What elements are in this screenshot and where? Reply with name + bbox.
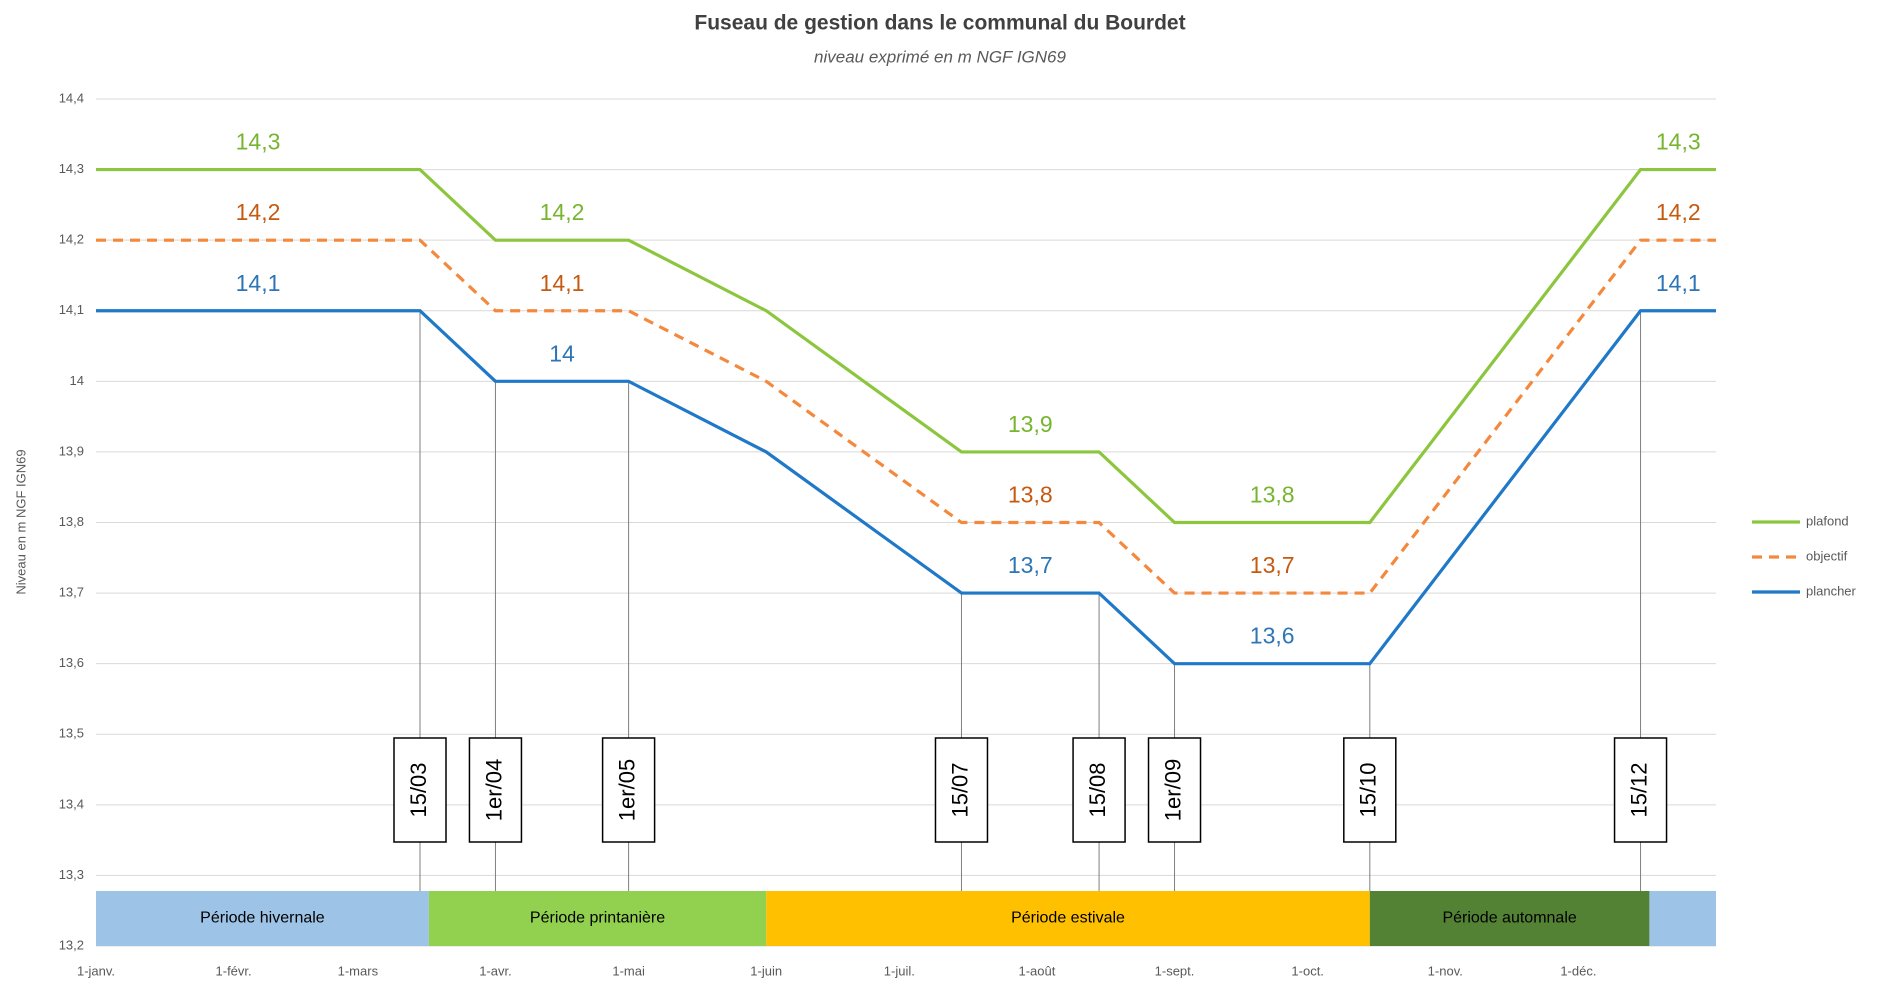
date-box — [1072, 737, 1126, 843]
period-band — [766, 891, 1370, 946]
date-box — [393, 737, 447, 843]
period-label: Période estivale — [1011, 910, 1125, 927]
x-tick-label: 1-juil. — [884, 963, 915, 978]
value-label: 13,6 — [1250, 623, 1295, 649]
y-tick-label: 13,5 — [59, 726, 84, 741]
date-box — [1613, 737, 1668, 843]
period-band — [96, 891, 429, 946]
x-tick-label: 1-nov. — [1428, 963, 1463, 978]
y-tick-label: 13,6 — [59, 655, 84, 670]
date-box — [1343, 737, 1397, 843]
value-label: 13,8 — [1008, 482, 1053, 508]
value-label: 14,2 — [540, 199, 585, 225]
date-label: 15/07 — [947, 762, 972, 817]
date-box — [1147, 737, 1202, 843]
date-label: 15/12 — [1626, 762, 1651, 817]
date-label: 15/10 — [1356, 762, 1381, 817]
legend-label: plafond — [1806, 513, 1849, 528]
value-label: 14,2 — [1656, 199, 1701, 225]
y-tick-label: 13,9 — [59, 443, 84, 458]
x-tick-label: 1-oct. — [1291, 963, 1324, 978]
y-tick-label: 13,7 — [59, 585, 84, 600]
y-tick-label: 13,8 — [59, 514, 84, 529]
x-tick-label: 1-déc. — [1560, 963, 1596, 978]
period-band — [1369, 891, 1650, 946]
x-tick-label: 1-août — [1018, 963, 1055, 978]
series-line — [96, 309, 1716, 666]
date-label: 1er/09 — [1160, 759, 1185, 821]
y-tick-label: 14,1 — [59, 302, 84, 317]
date-label: 1er/05 — [614, 759, 639, 821]
x-tick-label: 1-mai — [612, 963, 645, 978]
value-label: 13,7 — [1250, 552, 1295, 578]
date-box — [934, 737, 989, 843]
value-label: 14,1 — [540, 270, 585, 296]
date-label: 1er/04 — [481, 759, 506, 821]
y-tick-label: 13,3 — [59, 867, 84, 882]
date-label: 15/03 — [406, 762, 431, 817]
legend-label: objectif — [1806, 548, 1848, 563]
legend-label: plancher — [1806, 583, 1857, 598]
x-tick-label: 1-févr. — [216, 963, 252, 978]
y-tick-label: 14 — [70, 373, 84, 388]
period-label: Période printanière — [530, 910, 665, 927]
y-tick-label: 13,4 — [59, 796, 84, 811]
x-tick-label: 1-janv. — [77, 963, 115, 978]
y-tick-label: 14,4 — [59, 90, 84, 105]
value-label: 14,1 — [1656, 270, 1701, 296]
series-line — [96, 167, 1716, 525]
y-tick-label: 14,2 — [59, 232, 84, 247]
value-label: 13,7 — [1008, 552, 1053, 578]
value-label: 14,3 — [236, 129, 281, 155]
y-tick-label: 14,3 — [59, 161, 84, 176]
value-label: 14 — [549, 340, 575, 366]
period-label: Période hivernale — [200, 910, 325, 927]
value-label: 14,2 — [236, 199, 281, 225]
y-tick-label: 13,2 — [59, 937, 84, 952]
date-box — [468, 737, 523, 843]
x-tick-label: 1-avr. — [479, 963, 512, 978]
date-label: 15/08 — [1085, 762, 1110, 817]
x-tick-label: 1-sept. — [1155, 963, 1195, 978]
value-label: 13,9 — [1008, 411, 1053, 437]
period-band — [428, 891, 767, 946]
series-line — [96, 238, 1716, 595]
y-axis-label: Niveau en m NGF IGN69 — [13, 449, 28, 594]
value-label: 14,3 — [1656, 129, 1701, 155]
period-label: Période automnale — [1442, 910, 1576, 927]
date-box — [601, 737, 656, 843]
period-band — [1649, 891, 1716, 946]
value-label: 13,8 — [1250, 482, 1295, 508]
chart-title: Fuseau de gestion dans le communal du Bo… — [694, 12, 1185, 35]
value-label: 14,1 — [236, 270, 281, 296]
x-tick-label: 1-juin — [750, 963, 782, 978]
x-tick-label: 1-mars — [338, 963, 379, 978]
chart-subtitle: niveau exprimé en m NGF IGN69 — [814, 47, 1066, 66]
